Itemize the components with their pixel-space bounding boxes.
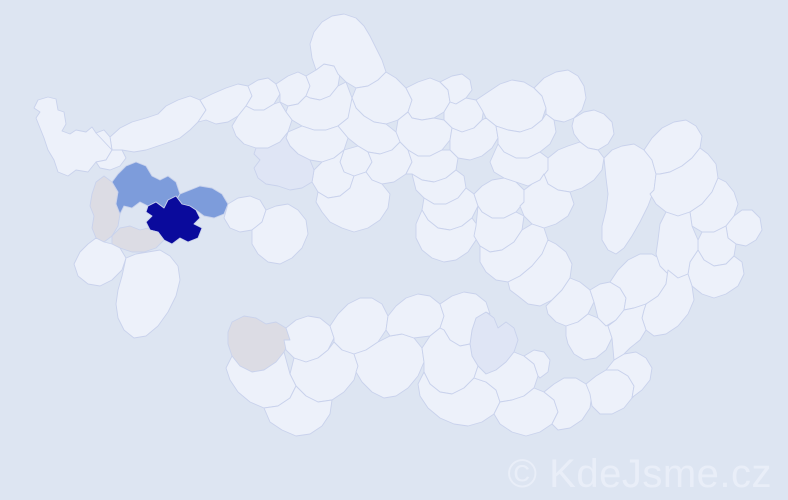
copyright-icon: © — [507, 452, 538, 496]
district-rakovnik[interactable] — [253, 131, 315, 191]
district-decin[interactable] — [309, 13, 387, 89]
district-benesov[interactable] — [315, 171, 391, 233]
district-uherske-hradiste[interactable] — [585, 369, 635, 415]
district-havlickuv-brod[interactable] — [415, 209, 479, 263]
district-domazlice[interactable] — [73, 237, 127, 287]
district-hodonin[interactable] — [543, 377, 593, 431]
district-nachod[interactable] — [533, 69, 587, 123]
watermark: © KdeJsme.cz — [508, 454, 772, 494]
district-zlin[interactable] — [605, 351, 653, 399]
district-plzen-jih[interactable] — [111, 225, 165, 253]
district-brno-mesto[interactable] — [523, 349, 551, 379]
district-plzen-mesto[interactable] — [145, 195, 203, 245]
district-prerov[interactable] — [607, 303, 647, 361]
watermark-text: KdeJsme.cz — [549, 452, 772, 496]
district-jablonec[interactable] — [439, 73, 473, 105]
district-karlovy-vary[interactable] — [109, 95, 207, 153]
district-klatovy[interactable] — [115, 249, 181, 339]
district-blansko[interactable] — [507, 239, 573, 307]
district-cesky-krumlov[interactable] — [263, 385, 333, 437]
district-sokolov[interactable] — [95, 129, 127, 171]
district-layer — [33, 13, 763, 437]
district-svitavy[interactable] — [519, 173, 575, 229]
district-sumperk[interactable] — [601, 143, 657, 255]
district-pribram[interactable] — [251, 203, 309, 265]
district-kromeriz[interactable] — [565, 313, 613, 361]
district-rychnov[interactable] — [571, 109, 615, 151]
